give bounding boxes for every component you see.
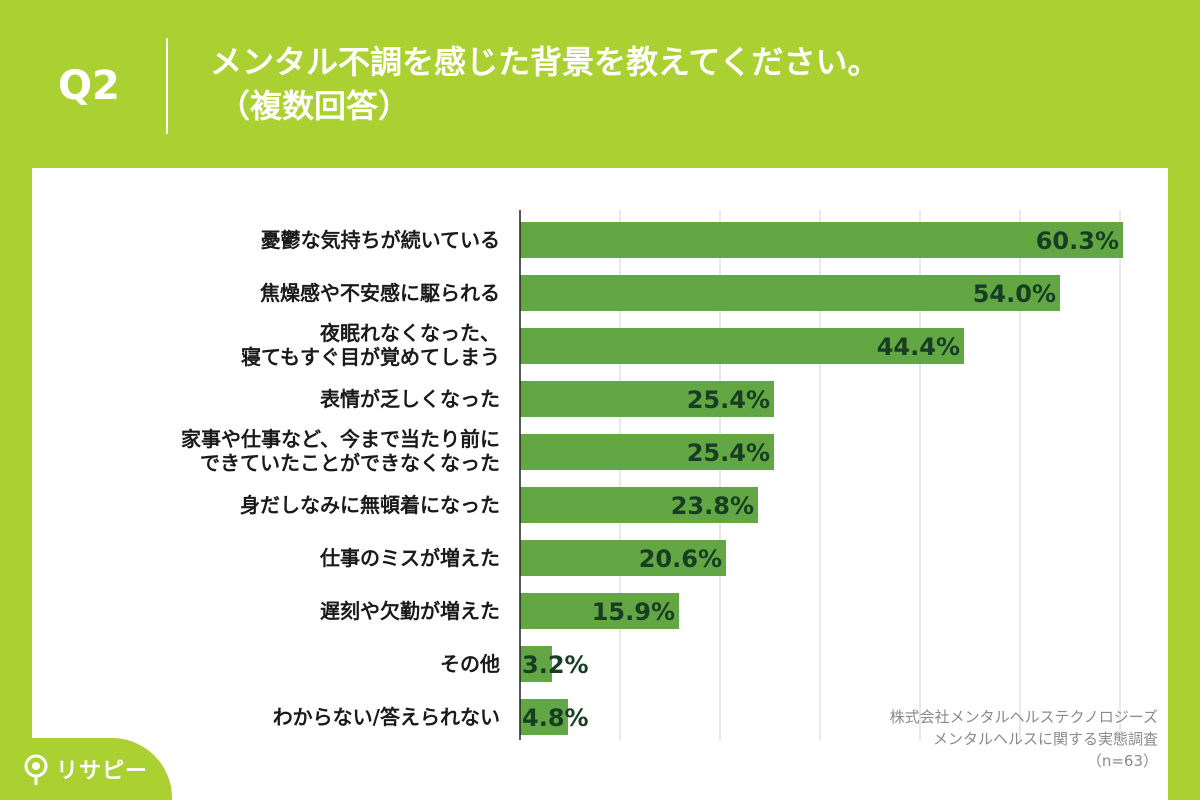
question-title-line1: メンタル不調を感じた背景を教えてください。 bbox=[210, 43, 880, 81]
footnote-sample-size: （n=63） bbox=[1086, 752, 1158, 770]
category-label: 家事や仕事など、今まで当たり前にできていたことができなくなった bbox=[181, 427, 500, 475]
category-label: わからない/答えられない bbox=[273, 705, 500, 729]
category-label: 表情が乏しくなった bbox=[320, 387, 500, 411]
bar bbox=[520, 275, 1060, 311]
bar bbox=[520, 222, 1123, 258]
header-divider bbox=[166, 38, 168, 134]
bar bbox=[520, 593, 679, 629]
category-label-line: 夜眠れなくなった、 bbox=[319, 321, 500, 345]
category-label: その他 bbox=[440, 652, 500, 676]
footnote-source: 株式会社メンタルヘルステクノロジーズ bbox=[889, 708, 1158, 726]
category-labels: 憂鬱な気持ちが続いている焦燥感や不安感に駆られる夜眠れなくなった、寝てもすぐ目が… bbox=[181, 228, 500, 729]
category-label: 身だしなみに無頓着になった bbox=[240, 493, 500, 517]
value-labels: 60.3% 54.0% 44.4% 25.4% 25.4% 23.8% 20.6% 15.9%… bbox=[522, 227, 1119, 732]
footnote-survey: メンタルヘルスに関する実態調査 bbox=[932, 730, 1158, 748]
pin-icon bbox=[24, 754, 48, 785]
bar bbox=[520, 434, 774, 470]
category-label: 仕事のミスが増えた bbox=[319, 546, 500, 570]
brand-tab bbox=[0, 738, 172, 800]
value-label: 60.3% bbox=[1036, 227, 1119, 255]
value-label: 3.2% bbox=[522, 651, 589, 679]
category-label-line: できていたことができなくなった bbox=[200, 451, 500, 475]
value-label: 25.4% bbox=[687, 439, 770, 467]
category-label: 遅刻や欠勤が増えた bbox=[320, 599, 500, 623]
value-label: 4.8% bbox=[522, 704, 589, 732]
bar bbox=[520, 699, 568, 735]
bars bbox=[520, 222, 1123, 735]
question-title: メンタル不調を感じた背景を教えてください。 （複数回答） bbox=[210, 40, 879, 128]
value-label: 20.6% bbox=[639, 545, 722, 573]
category-label: 憂鬱な気持ちが続いている bbox=[261, 228, 500, 252]
question-number: Q2 bbox=[58, 63, 120, 109]
bar bbox=[520, 381, 774, 417]
category-label-line: 寝てもすぐ目が覚めてしまう bbox=[241, 345, 500, 369]
bar bbox=[520, 540, 726, 576]
header: Q2 メンタル不調を感じた背景を教えてください。 （複数回答） bbox=[0, 0, 1200, 170]
value-label: 15.9% bbox=[592, 598, 675, 626]
chart-panel bbox=[32, 168, 1168, 800]
value-label: 44.4% bbox=[877, 333, 960, 361]
value-label: 25.4% bbox=[687, 386, 770, 414]
category-label: 焦燥感や不安感に駆られる bbox=[260, 281, 500, 305]
bar bbox=[520, 328, 964, 364]
question-title-line2: （複数回答） bbox=[218, 87, 411, 125]
bar bbox=[520, 487, 758, 523]
value-label: 23.8% bbox=[671, 492, 754, 520]
footnote: 株式会社メンタルヘルステクノロジーズ メンタルヘルスに関する実態調査 （n=63… bbox=[890, 706, 1158, 772]
bar bbox=[520, 646, 552, 682]
category-label-line: 家事や仕事など、今まで当たり前に bbox=[181, 427, 500, 451]
brand-name: リサピー bbox=[56, 759, 149, 784]
brand-logo: リサピー bbox=[22, 752, 148, 786]
value-label: 54.0% bbox=[973, 280, 1056, 308]
category-label: 夜眠れなくなった、寝てもすぐ目が覚めてしまう bbox=[241, 321, 500, 369]
